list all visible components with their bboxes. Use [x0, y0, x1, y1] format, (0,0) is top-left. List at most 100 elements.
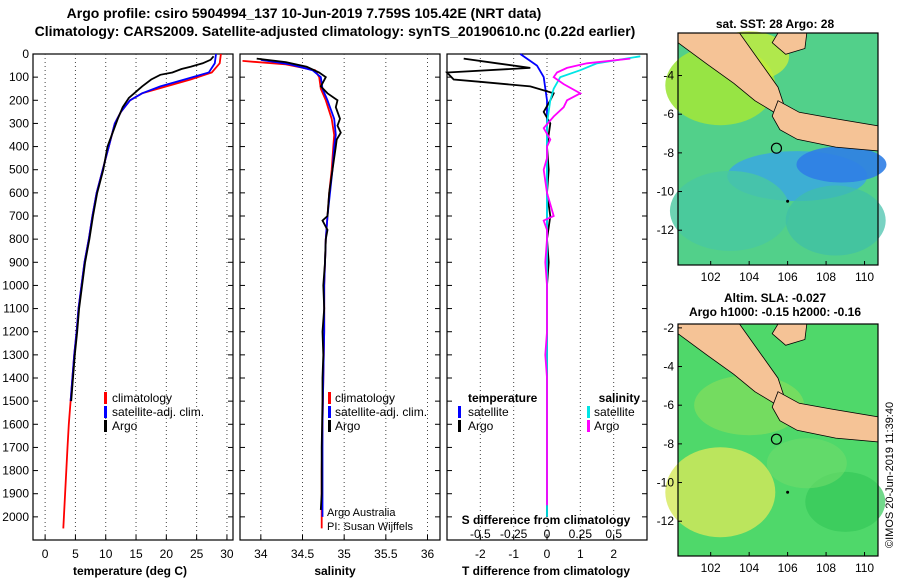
salinity-xlabel: salinity — [314, 564, 356, 578]
y-tick-label: 1900 — [2, 487, 29, 501]
legend-t-satellite: satellite — [468, 405, 509, 419]
sst-map-panel: sat. SST: 28 Argo: 28 102 104 106 108 110 -4 -… — [657, 17, 887, 284]
legend-s-argo: Argo — [594, 419, 620, 433]
y-tick-label: 1300 — [2, 348, 29, 362]
legend-swatch-t-argo — [458, 420, 461, 432]
y-tick-label: 1100 — [3, 302, 29, 316]
y-tick-label: 200 — [9, 93, 29, 107]
lon-tick-label: 104 — [739, 270, 759, 284]
legend-climatology: climatology — [335, 391, 395, 405]
y-tick-label: 1000 — [2, 278, 29, 292]
lat-tick-label: -8 — [663, 437, 674, 451]
y-tick-label: 900 — [9, 255, 29, 269]
sst-map: 102 104 106 108 110 -4 -6 -8 -10 -12 — [657, 31, 887, 284]
land-java — [771, 100, 879, 152]
y-tick-label: 1700 — [2, 440, 29, 454]
y-tick-label: 800 — [9, 232, 29, 246]
temperature-panel: 0 5 10 15 20 25 300100200300400500600700800900… — [2, 47, 234, 578]
lat-tick-label: -10 — [657, 185, 675, 199]
y-tick-label: 1500 — [2, 394, 29, 408]
lon-tick-label: 104 — [739, 561, 759, 575]
y-tick-label: 1400 — [2, 371, 29, 385]
y-tick-label: 1600 — [2, 417, 29, 431]
legend-swatch-s-argo — [587, 420, 590, 432]
land-java — [771, 391, 879, 443]
series-line-temperature-argo — [444, 57, 555, 517]
series-line-temperature-satellite — [519, 53, 548, 517]
legend-swatch-s-satellite — [587, 406, 590, 418]
x-tick-label: -1 — [508, 547, 519, 561]
temperature-xlabel: temperature (deg C) — [73, 564, 187, 578]
argo-australia-note: Argo Australia — [327, 507, 396, 519]
x-tick-label: 0 — [42, 547, 49, 561]
lon-tick-label: 110 — [855, 561, 874, 575]
y-tick-label: 1200 — [2, 325, 29, 339]
series-line-salinity-argo — [542, 57, 631, 506]
x-tick-label: 10 — [99, 547, 113, 561]
x-tick-label: -2 — [475, 547, 486, 561]
lon-tick-label: 106 — [778, 561, 798, 575]
title-line-1: Argo profile: csiro 5904994_137 10-Jun-2… — [67, 5, 542, 21]
series-line-salinity-satellite — [546, 55, 641, 517]
sst-map-title: sat. SST: 28 Argo: 28 — [716, 17, 835, 31]
x-tick-label: 25 — [190, 547, 204, 561]
series-line-argo — [256, 57, 342, 510]
s-tick-label: 0.5 — [605, 527, 622, 541]
argo-position-marker — [770, 433, 783, 445]
sla-map-panel: Altim. SLA: -0.027 Argo h1000: -0.15 h20… — [657, 291, 886, 575]
x-tick-label: 15 — [129, 547, 143, 561]
series-line-argo — [70, 55, 215, 402]
s-tick-label: -0.5 — [470, 527, 491, 541]
legend-swatch-satellite — [328, 406, 331, 418]
legend-swatch-argo — [104, 420, 107, 432]
t-difference-label: T difference from climatology — [462, 564, 630, 578]
lat-tick-label: -4 — [663, 360, 674, 374]
y-tick-label: 700 — [9, 209, 29, 223]
x-tick-label: 35 — [337, 547, 351, 561]
legend-swatch-argo — [328, 420, 331, 432]
y-tick-label: 2000 — [2, 510, 29, 524]
lat-tick-label: -10 — [657, 476, 675, 490]
lon-tick-label: 102 — [701, 561, 721, 575]
lon-tick-label: 108 — [816, 270, 836, 284]
pi-note: PI: Susan Wijffels — [327, 521, 413, 533]
map-field-patch — [669, 170, 790, 251]
x-tick-label: 36 — [421, 547, 435, 561]
salinity-frame — [239, 53, 441, 541]
series-line-climatology — [62, 53, 222, 529]
legend-climatology: climatology — [112, 391, 172, 405]
x-tick-label: 30 — [220, 547, 234, 561]
series-line-climatology — [242, 60, 336, 529]
x-tick-label: 5 — [72, 547, 79, 561]
sla-map: 102 104 106 108 110 -2 -4 -6 -8 -10 -12 — [657, 321, 886, 575]
x-tick-label: 35.5 — [374, 547, 398, 561]
lat-tick-label: -12 — [657, 223, 675, 237]
legend-swatch-satellite — [104, 406, 107, 418]
map-field-patch — [665, 447, 776, 538]
s-tick-label: -0.25 — [500, 527, 528, 541]
legend-salinity-title: salinity — [599, 391, 641, 405]
y-tick-label: 400 — [9, 140, 29, 154]
x-tick-label: 34.5 — [291, 547, 315, 561]
x-tick-label: 1 — [577, 547, 584, 561]
legend-swatch-t-satellite — [458, 406, 461, 418]
legend-satellite-adj: satellite-adj. clim. — [335, 405, 427, 419]
lon-tick-label: 102 — [701, 270, 721, 284]
lat-tick-label: -2 — [663, 321, 674, 335]
lat-tick-label: -6 — [663, 398, 674, 412]
difference-panel: -2 -1 0 1 2 -0.5 -0.25 0 0.25 0.5 S difference fr… — [444, 53, 648, 578]
x-tick-label: 20 — [160, 547, 174, 561]
legend-argo: Argo — [112, 419, 138, 433]
map-field-patch — [785, 185, 886, 256]
sla-map-title-2: Argo h1000: -0.15 h2000: -0.16 — [689, 305, 861, 319]
lat-tick-label: -6 — [663, 107, 674, 121]
lon-tick-label: 106 — [778, 270, 798, 284]
y-tick-label: 500 — [9, 163, 29, 177]
argo-position-marker — [770, 142, 783, 154]
series-line-satellite-adj-clim- — [69, 53, 217, 402]
difference-legend: temperature satellite Argo salinity sate… — [458, 391, 640, 433]
salinity-panel: 34 34.5 35 35.5 36 salinity climatology sate… — [239, 53, 441, 578]
x-tick-label: 0 — [544, 547, 551, 561]
temperature-frame — [32, 53, 234, 541]
